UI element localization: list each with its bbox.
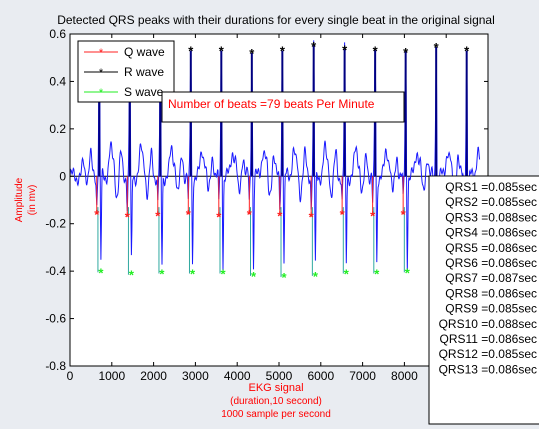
x-tick-label: 7000 xyxy=(349,369,376,383)
r-wave-marker: * xyxy=(188,44,194,59)
r-wave-marker: * xyxy=(280,44,286,59)
s-wave-marker: * xyxy=(251,269,257,284)
q-wave-marker: * xyxy=(309,210,315,225)
r-wave-marker: * xyxy=(464,44,470,59)
q-wave-marker: * xyxy=(155,208,161,223)
r-wave-marker: * xyxy=(434,40,440,55)
x-axis-sublabel-duration: (duration,10 second) xyxy=(230,396,322,407)
legend-marker-r: * xyxy=(99,67,104,79)
qrs-duration-item: QRS9 =0.085sec xyxy=(445,302,537,316)
s-wave-marker: * xyxy=(281,270,287,285)
r-wave-marker: * xyxy=(311,39,317,54)
q-wave-marker: * xyxy=(125,210,131,225)
s-wave-marker: * xyxy=(405,265,411,280)
qrs-duration-item: QRS13 =0.086sec xyxy=(439,362,537,376)
q-wave-marker: * xyxy=(216,210,222,225)
q-wave-marker: * xyxy=(370,208,376,223)
legend-item-s: * S wave xyxy=(84,85,164,99)
qrs-duration-item: QRS3 =0.088sec xyxy=(445,210,537,224)
y-tick-label: 0.2 xyxy=(49,122,66,136)
q-wave-marker: * xyxy=(340,207,346,222)
s-wave-marker: * xyxy=(98,265,104,280)
y-tick-label: 0 xyxy=(59,169,66,183)
q-wave-marker: * xyxy=(186,207,192,222)
r-wave-marker: * xyxy=(342,42,348,57)
legend-marker-q: * xyxy=(99,47,104,59)
s-wave-marker: * xyxy=(344,267,350,282)
s-wave-marker: * xyxy=(313,269,319,284)
qrs-duration-item: QRS7 =0.087sec xyxy=(445,271,537,285)
x-tick-label: 6000 xyxy=(307,369,334,383)
legend-label-r: R wave xyxy=(124,65,164,79)
qrs-duration-item: QRS8 =0.086sec xyxy=(445,286,537,300)
s-wave-marker: * xyxy=(129,268,135,283)
x-tick-label: 0 xyxy=(67,369,74,383)
r-wave-marker: * xyxy=(373,44,379,59)
qrs-duration-item: QRS2 =0.085sec xyxy=(445,195,537,209)
bpm-annotation-text: Number of beats =79 beats Per Minute xyxy=(168,97,375,111)
qrs-duration-item: QRS10 =0.088sec xyxy=(439,317,537,331)
x-tick-label: 1000 xyxy=(98,369,125,383)
legend-marker-s: * xyxy=(99,87,104,99)
x-tick-label: 2000 xyxy=(140,369,167,383)
legend-label-s: S wave xyxy=(124,85,164,99)
wave-markers: *************************************** xyxy=(94,39,472,285)
qrs-durations-box xyxy=(428,175,539,425)
legend: * Q wave * R wave * S wave xyxy=(77,40,175,103)
r-wave-marker: * xyxy=(249,46,255,61)
r-wave-marker: * xyxy=(219,44,225,59)
s-wave-marker: * xyxy=(159,267,165,282)
qrs-duration-item: QRS12 =0.085sec xyxy=(439,347,537,361)
x-tick-label: 4000 xyxy=(224,369,251,383)
qrs-duration-item: QRS5 =0.086sec xyxy=(445,241,537,255)
x-tick-label: 5000 xyxy=(266,369,293,383)
chart-title: Detected QRS peaks with their durations … xyxy=(57,13,495,27)
y-tick-label: -0.2 xyxy=(45,217,66,231)
qrs-duration-item: QRS4 =0.086sec xyxy=(445,226,537,240)
qrs-duration-item: QRS11 =0.086sec xyxy=(439,332,537,346)
x-tick-label: 8000 xyxy=(391,369,418,383)
q-wave-marker: * xyxy=(277,208,283,223)
legend-label-q: Q wave xyxy=(124,45,165,59)
q-wave-marker: * xyxy=(94,207,100,222)
x-axis-label: EKG signal xyxy=(248,382,303,394)
y-tick-label: -0.4 xyxy=(45,264,66,278)
s-wave-marker: * xyxy=(374,267,380,282)
y-tick-label: -0.6 xyxy=(45,312,66,326)
bpm-annotation-box xyxy=(161,91,405,123)
x-axis-sublabel-sampling: 1000 sample per second xyxy=(221,409,331,420)
q-wave-marker: * xyxy=(247,207,253,222)
s-wave-marker: * xyxy=(220,267,226,282)
qrs-duration-item: QRS1 =0.085sec xyxy=(445,180,537,194)
y-tick-label: 0.6 xyxy=(49,27,66,41)
ekg-signal-line xyxy=(70,40,481,272)
y-axis-label: Amplitude xyxy=(14,177,25,222)
y-tick-label: -0.8 xyxy=(45,359,66,373)
x-tick-label: 3000 xyxy=(182,369,209,383)
y-axis-sublabel: (in mv) xyxy=(27,185,38,216)
s-wave-marker: * xyxy=(190,267,196,282)
legend-item-q: * Q wave xyxy=(84,45,165,59)
r-wave-marker: * xyxy=(403,45,409,60)
legend-item-r: * R wave xyxy=(84,65,164,79)
y-tick-label: 0.4 xyxy=(49,74,66,88)
y-axis-label-group: Amplitude (in mv) xyxy=(14,177,38,222)
qrs-duration-item: QRS6 =0.086sec xyxy=(445,256,537,270)
bpm-annotation: Number of beats =79 beats Per Minute xyxy=(161,91,405,123)
q-wave-marker: * xyxy=(401,207,407,222)
